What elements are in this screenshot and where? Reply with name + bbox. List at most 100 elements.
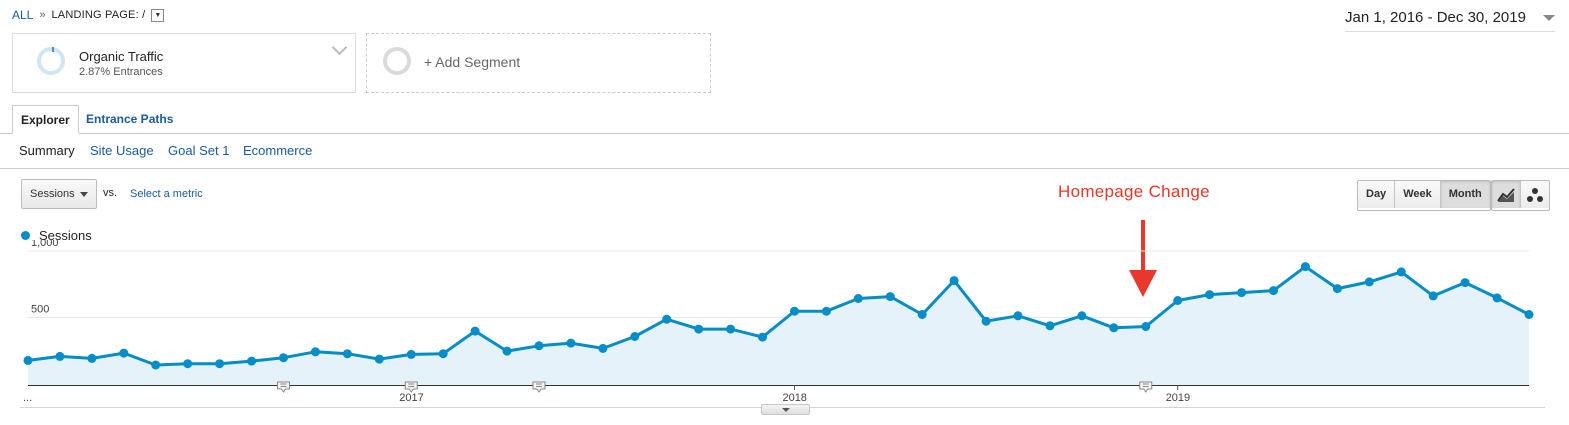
y-tick-label: 500 bbox=[31, 304, 49, 316]
data-point bbox=[662, 314, 672, 324]
annotation-marker-icon[interactable] bbox=[532, 381, 546, 393]
data-point bbox=[183, 359, 193, 369]
segment-subtitle: 2.87% Entrances bbox=[79, 66, 163, 78]
chevron-down-icon[interactable] bbox=[331, 39, 348, 56]
chart-view-toggle bbox=[1491, 180, 1550, 211]
subtab-goal-set-1[interactable]: Goal Set 1 bbox=[168, 143, 230, 158]
add-segment-button[interactable]: + Add Segment bbox=[366, 33, 711, 93]
segment-progress-ring-icon bbox=[37, 47, 65, 75]
segment-title: Organic Traffic bbox=[79, 49, 164, 64]
x-tick-label: ... bbox=[23, 392, 32, 404]
data-point bbox=[1077, 311, 1087, 321]
tab-explorer[interactable]: Explorer bbox=[12, 105, 79, 134]
breadcrumb-dropdown-icon[interactable]: ▼ bbox=[151, 8, 165, 22]
data-point bbox=[502, 346, 512, 356]
data-point bbox=[1013, 311, 1023, 321]
data-point bbox=[630, 332, 640, 341]
data-point bbox=[1141, 322, 1151, 331]
data-point bbox=[1396, 267, 1406, 277]
data-point bbox=[310, 347, 320, 357]
data-point bbox=[1428, 291, 1438, 301]
annotation-label: Homepage Change bbox=[1058, 182, 1210, 201]
data-point bbox=[981, 316, 991, 326]
x-tick-label: 2019 bbox=[1166, 392, 1190, 404]
data-point bbox=[1524, 310, 1534, 319]
motion-chart-button[interactable] bbox=[1521, 181, 1549, 208]
data-point bbox=[790, 306, 799, 316]
series-line-sessions bbox=[27, 265, 1530, 367]
month-button[interactable]: Month bbox=[1440, 181, 1490, 208]
data-point bbox=[1205, 290, 1215, 300]
date-range-picker[interactable]: Jan 1, 2016 - Dec 30, 2019 bbox=[1345, 9, 1555, 32]
legend-label-sessions: Sessions bbox=[39, 228, 92, 243]
data-point bbox=[23, 355, 33, 365]
period-toggle: Day Week Month bbox=[1357, 180, 1491, 211]
data-point bbox=[438, 349, 448, 359]
data-point bbox=[1364, 277, 1374, 287]
sessions-line-chart: 1,000 500... 2017 2018 2019 bbox=[20, 240, 1545, 408]
data-point bbox=[1045, 321, 1055, 331]
annotation-marker-icon[interactable] bbox=[404, 381, 418, 393]
data-point bbox=[87, 353, 97, 363]
red-arrow-down-icon bbox=[1129, 220, 1157, 297]
line-chart-button[interactable] bbox=[1492, 181, 1521, 208]
legend-dot bbox=[21, 231, 30, 240]
data-point bbox=[821, 306, 831, 316]
explorer-subtabs: Summary Site Usage Goal Set 1 Ecommerce bbox=[0, 133, 1569, 169]
data-point bbox=[598, 343, 608, 353]
subtab-ecommerce[interactable]: Ecommerce bbox=[243, 143, 313, 158]
x-tick-label: 2018 bbox=[782, 392, 806, 404]
data-point bbox=[55, 351, 65, 361]
chart-expand-handle[interactable] bbox=[761, 404, 810, 415]
add-segment-label: + Add Segment bbox=[424, 54, 521, 70]
data-point bbox=[853, 294, 863, 303]
breadcrumb-all-link[interactable]: ALL bbox=[12, 8, 34, 22]
week-button[interactable]: Week bbox=[1395, 181, 1441, 208]
line-chart-icon bbox=[1497, 187, 1515, 202]
chart-legend: Sessions bbox=[21, 228, 92, 243]
chevron-down-icon bbox=[80, 192, 88, 197]
data-point bbox=[406, 349, 416, 359]
data-point bbox=[885, 292, 895, 302]
tab-entrance-paths[interactable]: Entrance Paths bbox=[86, 112, 174, 126]
motion-chart-icon bbox=[1527, 187, 1543, 202]
data-point bbox=[758, 332, 767, 342]
report-tabs: Explorer Entrance Paths bbox=[0, 105, 1569, 134]
x-tick-label: 2017 bbox=[399, 392, 423, 404]
data-point bbox=[1300, 262, 1310, 272]
annotation-marker-icon[interactable] bbox=[1139, 381, 1153, 393]
metric-dropdown-value: Sessions bbox=[30, 188, 75, 200]
data-point bbox=[694, 324, 704, 334]
data-point bbox=[470, 326, 480, 336]
data-point bbox=[374, 354, 384, 364]
data-point bbox=[151, 360, 161, 370]
subtab-summary[interactable]: Summary bbox=[19, 143, 75, 158]
chevron-down-icon bbox=[1543, 14, 1555, 21]
vs-label: vs. bbox=[103, 187, 118, 199]
subtab-site-usage[interactable]: Site Usage bbox=[90, 143, 154, 158]
data-point bbox=[1332, 284, 1342, 294]
breadcrumb-separator: » bbox=[39, 9, 46, 21]
breadcrumb-landing-page: LANDING PAGE: / bbox=[51, 9, 146, 21]
data-point bbox=[534, 341, 544, 351]
data-point bbox=[917, 310, 927, 319]
data-point bbox=[1269, 286, 1278, 296]
empty-segment-ring-icon bbox=[383, 47, 411, 75]
data-point bbox=[1237, 288, 1247, 298]
segment-organic-traffic[interactable]: Organic Traffic 2.87% Entrances bbox=[12, 33, 356, 93]
data-point bbox=[1460, 278, 1470, 288]
data-point bbox=[1109, 323, 1119, 333]
select-metric-link[interactable]: Select a metric bbox=[130, 188, 203, 200]
metric-dropdown[interactable]: Sessions bbox=[21, 179, 97, 209]
data-point bbox=[949, 276, 959, 286]
data-point bbox=[342, 349, 352, 359]
data-point bbox=[279, 353, 288, 363]
annotation-marker-icon[interactable] bbox=[276, 381, 290, 393]
data-point bbox=[726, 324, 736, 334]
data-point bbox=[119, 348, 129, 358]
y-tick-label: 1,000 bbox=[31, 240, 59, 249]
data-point bbox=[215, 359, 225, 369]
date-range-label: Jan 1, 2016 - Dec 30, 2019 bbox=[1345, 9, 1526, 26]
data-point bbox=[247, 356, 257, 366]
day-button[interactable]: Day bbox=[1358, 181, 1396, 208]
